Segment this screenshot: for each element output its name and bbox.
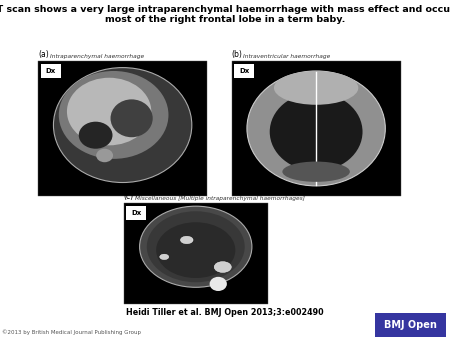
Ellipse shape: [210, 277, 227, 291]
Text: Intraparenchymal haemorrhage: Intraparenchymal haemorrhage: [50, 54, 144, 59]
Text: (a): (a): [38, 50, 49, 59]
Text: ©2013 by British Medical Journal Publishing Group: ©2013 by British Medical Journal Publish…: [2, 329, 141, 335]
Ellipse shape: [96, 149, 113, 162]
Ellipse shape: [160, 254, 169, 260]
Ellipse shape: [180, 236, 193, 244]
Ellipse shape: [79, 122, 112, 149]
Text: (b): (b): [232, 50, 243, 59]
Text: Heidi Tiller et al. BMJ Open 2013;3:e002490: Heidi Tiller et al. BMJ Open 2013;3:e002…: [126, 308, 324, 317]
Text: Dx: Dx: [131, 210, 141, 216]
Text: Dx: Dx: [239, 68, 249, 74]
Ellipse shape: [147, 211, 245, 282]
Ellipse shape: [283, 162, 350, 182]
Text: (A) CT scan shows a very large intraparenchymal haemorrhage with mass effect and: (A) CT scan shows a very large intrapare…: [0, 5, 450, 14]
FancyBboxPatch shape: [41, 64, 61, 78]
FancyBboxPatch shape: [126, 206, 146, 220]
Text: most of the right frontal lobe in a term baby.: most of the right frontal lobe in a term…: [105, 15, 345, 24]
Ellipse shape: [111, 99, 153, 137]
Ellipse shape: [247, 71, 385, 186]
Text: (c): (c): [124, 192, 134, 201]
FancyBboxPatch shape: [234, 64, 254, 78]
Text: Miscellaneous [Multiple intraparenchymal haemorrhages]: Miscellaneous [Multiple intraparenchymal…: [135, 196, 305, 201]
FancyBboxPatch shape: [375, 313, 446, 337]
Text: BMJ Open: BMJ Open: [384, 320, 437, 330]
Ellipse shape: [140, 206, 252, 287]
Text: Dx: Dx: [46, 68, 56, 74]
Ellipse shape: [270, 93, 363, 171]
Ellipse shape: [274, 71, 358, 105]
Ellipse shape: [156, 222, 235, 278]
Text: Intraventricular haemorrhage: Intraventricular haemorrhage: [243, 54, 330, 59]
Ellipse shape: [59, 71, 168, 159]
FancyBboxPatch shape: [38, 61, 207, 196]
Ellipse shape: [214, 262, 231, 272]
FancyBboxPatch shape: [232, 61, 400, 196]
Ellipse shape: [67, 78, 151, 145]
FancyBboxPatch shape: [124, 203, 268, 304]
Ellipse shape: [54, 68, 192, 183]
